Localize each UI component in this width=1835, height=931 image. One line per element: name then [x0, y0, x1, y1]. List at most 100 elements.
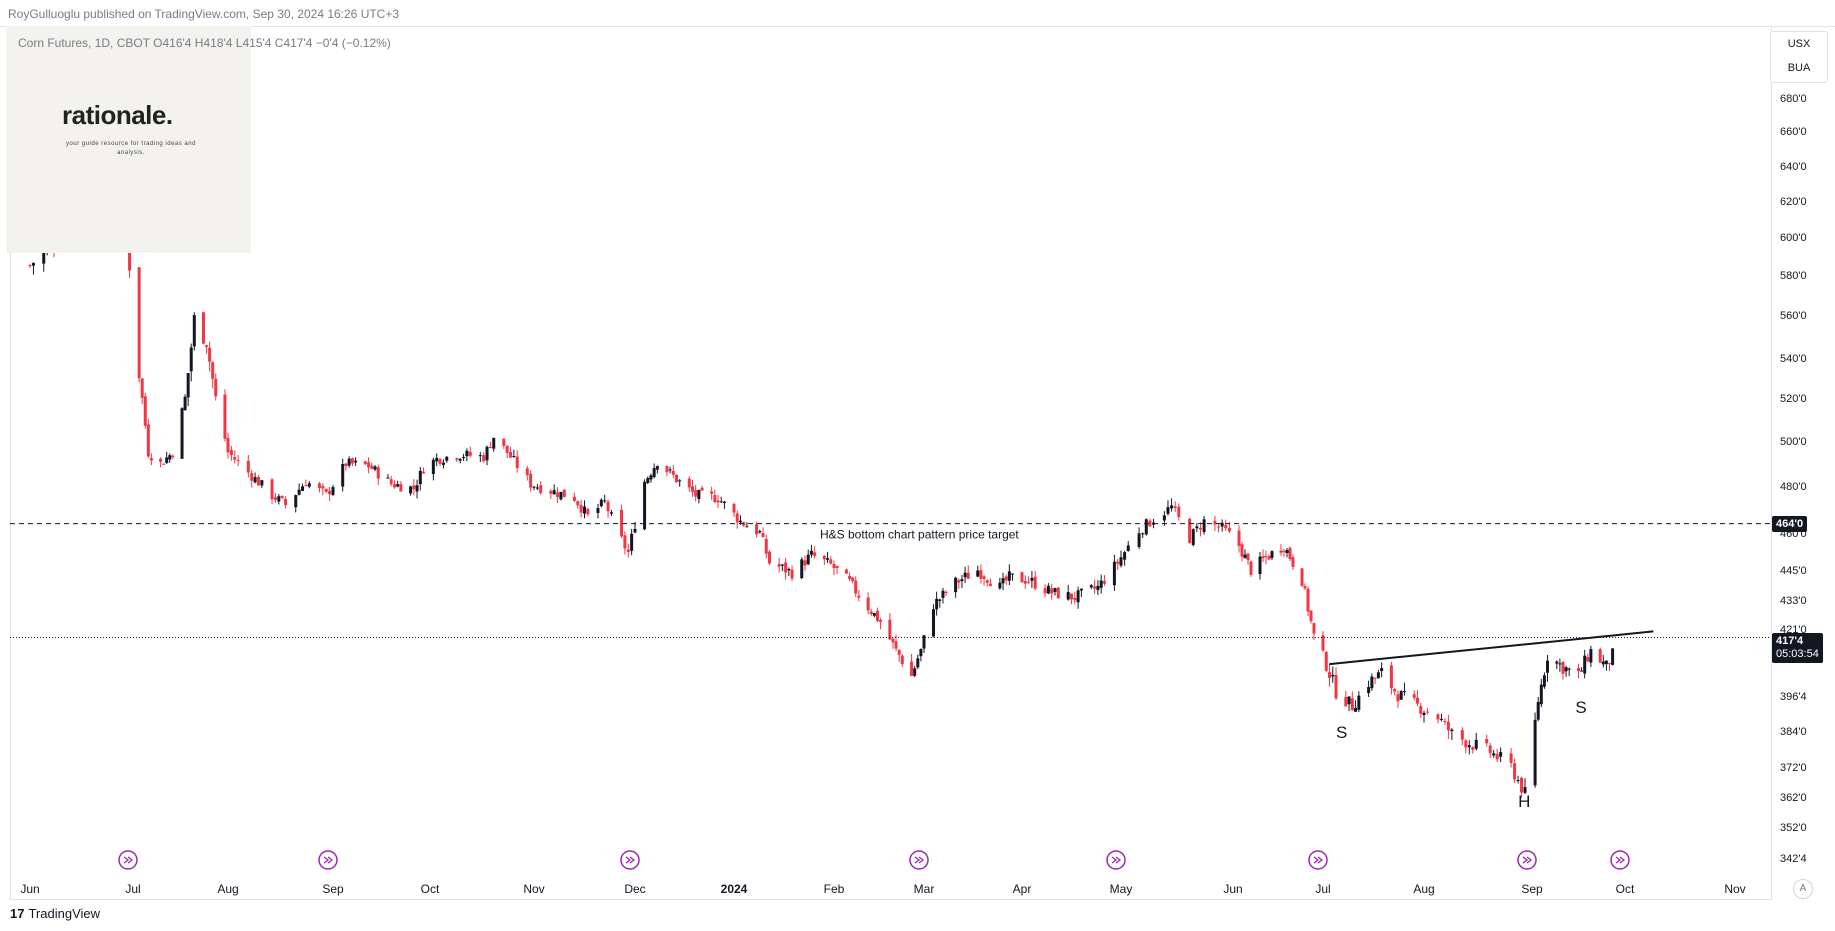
candle-body	[1258, 556, 1262, 575]
candle-body	[694, 490, 698, 497]
candle-body	[583, 506, 586, 514]
candle-body	[1577, 668, 1580, 672]
candle-body	[1123, 552, 1127, 560]
candle-body	[1264, 556, 1268, 558]
candle-body	[1202, 519, 1206, 533]
candle-body	[633, 528, 637, 533]
candle-body	[1261, 556, 1265, 559]
candle-body	[214, 378, 218, 397]
candle-body	[418, 470, 422, 485]
candle-body	[1073, 597, 1077, 601]
candle-body	[1376, 672, 1380, 679]
auto-scale-button[interactable]: A	[1793, 879, 1813, 899]
y-tick-label: 433'0	[1780, 595, 1807, 607]
candle-body	[445, 456, 449, 461]
pattern-label: S	[1336, 723, 1347, 742]
candle-body	[525, 468, 529, 476]
candle-body	[826, 558, 830, 560]
candle-body	[1240, 544, 1244, 557]
candle-body	[189, 347, 193, 372]
candle-body	[1558, 663, 1562, 665]
candle-body	[735, 513, 739, 523]
candle-body	[1436, 714, 1440, 720]
candle-body	[128, 246, 132, 271]
x-tick-label: Dec	[624, 882, 645, 896]
candle-body	[738, 520, 742, 523]
candle-body	[1324, 651, 1328, 671]
candle-body	[809, 550, 813, 555]
candle-body	[848, 576, 852, 579]
plot-area[interactable]	[10, 27, 1772, 900]
candle-body	[492, 437, 496, 449]
x-tick-label: May	[1110, 882, 1133, 896]
candle-body	[1393, 689, 1397, 692]
candle-body	[455, 458, 459, 460]
candle-body	[529, 473, 533, 488]
candle-body	[1177, 506, 1181, 518]
candle-body	[441, 462, 445, 465]
publisher-bar: RoyGulluoglu published on TradingView.co…	[0, 0, 1835, 27]
tradingview-brand: TradingView	[28, 906, 101, 921]
candle-body	[1188, 518, 1192, 544]
candle-body	[1419, 706, 1423, 714]
candle-body	[1389, 665, 1393, 689]
candle-body	[1126, 545, 1130, 552]
candle-body	[1564, 667, 1568, 672]
candle-body	[1173, 506, 1177, 508]
candle-body	[1112, 561, 1116, 586]
x-tick-label: Sep	[1521, 882, 1543, 896]
candle-body	[370, 465, 374, 469]
candle-body	[976, 570, 980, 577]
watermark-box	[6, 26, 251, 253]
candle-body	[307, 483, 311, 487]
candle-body	[1137, 533, 1141, 547]
candle-body	[211, 362, 215, 379]
candle-body	[143, 396, 147, 426]
candle-body	[678, 480, 682, 482]
candle-body	[1546, 660, 1549, 673]
candle-body	[985, 580, 989, 583]
tradingview-logo[interactable]: 17 TradingView	[10, 906, 100, 921]
candle-body	[1589, 649, 1593, 663]
symbol-legend[interactable]: Corn Futures, 1D, CBOT O416'4 H418'4 L41…	[18, 36, 391, 50]
candle-body	[1291, 557, 1295, 567]
candle-body	[1439, 718, 1443, 720]
candle-body	[1450, 729, 1454, 732]
candle-body	[229, 450, 233, 456]
candle-body	[790, 569, 794, 579]
candle-body	[367, 462, 371, 468]
candle-body	[1499, 752, 1503, 757]
candle-body	[897, 649, 901, 655]
x-tick-label: Mar	[914, 882, 935, 896]
x-tick-label: Jul	[1315, 882, 1330, 896]
candle-body	[1370, 676, 1374, 689]
candle-body	[879, 619, 883, 623]
candle-body	[256, 477, 260, 486]
candle-body	[767, 551, 771, 564]
candle-body	[297, 489, 301, 495]
candle-body	[354, 460, 358, 463]
candle-body	[350, 458, 354, 464]
candle-body	[208, 347, 212, 362]
candle-body	[270, 479, 274, 500]
x-tick-label: Aug	[1413, 882, 1434, 896]
countdown-timer: 05:03:54	[1776, 648, 1819, 660]
candle-body	[180, 408, 184, 459]
candle-body	[935, 598, 939, 610]
y-tick-label: 560'0	[1780, 310, 1807, 322]
candle-body	[31, 262, 35, 266]
candle-body	[603, 500, 607, 502]
neckline-trendline[interactable]	[1329, 630, 1654, 666]
candle-body	[549, 490, 553, 494]
candle-body	[764, 538, 768, 554]
candle-body	[1321, 635, 1325, 651]
candle-body	[655, 466, 659, 470]
candle-body	[626, 549, 630, 552]
candle-body	[1249, 561, 1253, 575]
currency-unit-button[interactable]: USX BUA	[1770, 31, 1828, 83]
candle-body	[1043, 588, 1047, 594]
y-tick-label: 384'0	[1780, 726, 1807, 738]
candle-body	[159, 458, 163, 462]
candle-body	[623, 535, 627, 549]
